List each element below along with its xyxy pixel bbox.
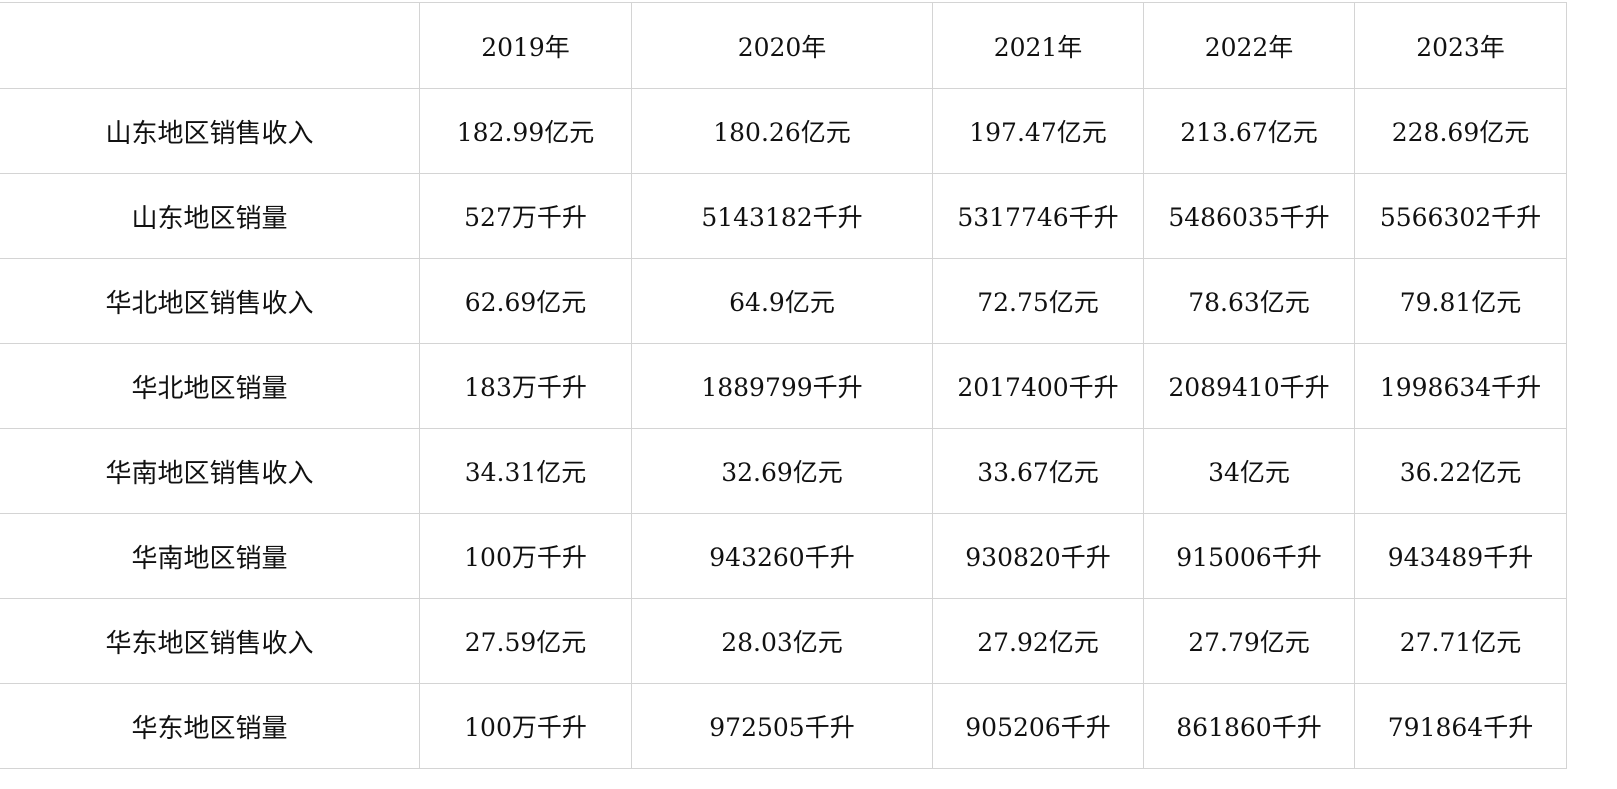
row-label: 华北地区销量: [0, 343, 420, 429]
table-cell: 943260千升: [631, 513, 933, 599]
table-cell: 527万千升: [419, 173, 632, 259]
table-cell: 100万千升: [419, 683, 632, 769]
table-cell: 27.92亿元: [932, 598, 1144, 684]
header-cell-year: 2021年: [932, 2, 1144, 89]
table-row: 华东地区销售收入 27.59亿元 28.03亿元 27.92亿元 27.79亿元 27.7…: [0, 598, 1567, 684]
table-body: 2019年 2020年 2021年 2022年 2023年 山东地区销售收入 18…: [0, 2, 1567, 769]
table-cell: 943489千升: [1354, 513, 1567, 599]
table-cell: 34亿元: [1143, 428, 1355, 514]
table-cell: 5143182千升: [631, 173, 933, 259]
header-row: 2019年 2020年 2021年 2022年 2023年: [0, 2, 1567, 89]
row-label: 华北地区销售收入: [0, 258, 420, 344]
table-cell: 5566302千升: [1354, 173, 1567, 259]
table-cell: 27.79亿元: [1143, 598, 1355, 684]
table-cell: 72.75亿元: [932, 258, 1144, 344]
table-cell: 197.47亿元: [932, 88, 1144, 174]
table-cell: 33.67亿元: [932, 428, 1144, 514]
table-cell: 930820千升: [932, 513, 1144, 599]
header-cell-year: 2020年: [631, 2, 933, 89]
table-row: 华北地区销售收入 62.69亿元 64.9亿元 72.75亿元 78.63亿元 79.81…: [0, 258, 1567, 344]
table-cell: 78.63亿元: [1143, 258, 1355, 344]
table-cell: 2017400千升: [932, 343, 1144, 429]
table-row: 华南地区销量 100万千升 943260千升 930820千升 915006千升 9434…: [0, 513, 1567, 599]
table-cell: 64.9亿元: [631, 258, 933, 344]
table-cell: 905206千升: [932, 683, 1144, 769]
table-cell: 182.99亿元: [419, 88, 632, 174]
table-cell: 100万千升: [419, 513, 632, 599]
table-cell: 915006千升: [1143, 513, 1355, 599]
row-label: 华南地区销售收入: [0, 428, 420, 514]
header-cell-empty: [0, 2, 420, 89]
table-cell: 972505千升: [631, 683, 933, 769]
table-cell: 27.71亿元: [1354, 598, 1567, 684]
table-cell: 79.81亿元: [1354, 258, 1567, 344]
sales-table: 2019年 2020年 2021年 2022年 2023年 山东地区销售收入 18…: [0, 2, 1567, 769]
table-cell: 62.69亿元: [419, 258, 632, 344]
table-cell: 36.22亿元: [1354, 428, 1567, 514]
header-cell-year: 2022年: [1143, 2, 1355, 89]
row-label: 华东地区销量: [0, 683, 420, 769]
table-cell: 27.59亿元: [419, 598, 632, 684]
table-cell: 2089410千升: [1143, 343, 1355, 429]
table-cell: 1889799千升: [631, 343, 933, 429]
row-label: 山东地区销量: [0, 173, 420, 259]
table-row: 山东地区销售收入 182.99亿元 180.26亿元 197.47亿元 213.67亿元…: [0, 88, 1567, 174]
table-cell: 213.67亿元: [1143, 88, 1355, 174]
header-cell-year: 2023年: [1354, 2, 1567, 89]
row-label: 华东地区销售收入: [0, 598, 420, 684]
row-label: 山东地区销售收入: [0, 88, 420, 174]
row-label: 华南地区销量: [0, 513, 420, 599]
table-row: 华北地区销量 183万千升 1889799千升 2017400千升 2089410千升 1…: [0, 343, 1567, 429]
table-cell: 1998634千升: [1354, 343, 1567, 429]
table-cell: 5486035千升: [1143, 173, 1355, 259]
table-cell: 5317746千升: [932, 173, 1144, 259]
table-cell: 183万千升: [419, 343, 632, 429]
table-cell: 28.03亿元: [631, 598, 933, 684]
header-cell-year: 2019年: [419, 2, 632, 89]
table-row: 华东地区销量 100万千升 972505千升 905206千升 861860千升 7918…: [0, 683, 1567, 769]
table-cell: 791864千升: [1354, 683, 1567, 769]
table-cell: 32.69亿元: [631, 428, 933, 514]
table-cell: 861860千升: [1143, 683, 1355, 769]
table-cell: 34.31亿元: [419, 428, 632, 514]
table-row: 华南地区销售收入 34.31亿元 32.69亿元 33.67亿元 34亿元 36.22亿元: [0, 428, 1567, 514]
table-cell: 228.69亿元: [1354, 88, 1567, 174]
table-row: 山东地区销量 527万千升 5143182千升 5317746千升 5486035千升 5…: [0, 173, 1567, 259]
table-cell: 180.26亿元: [631, 88, 933, 174]
